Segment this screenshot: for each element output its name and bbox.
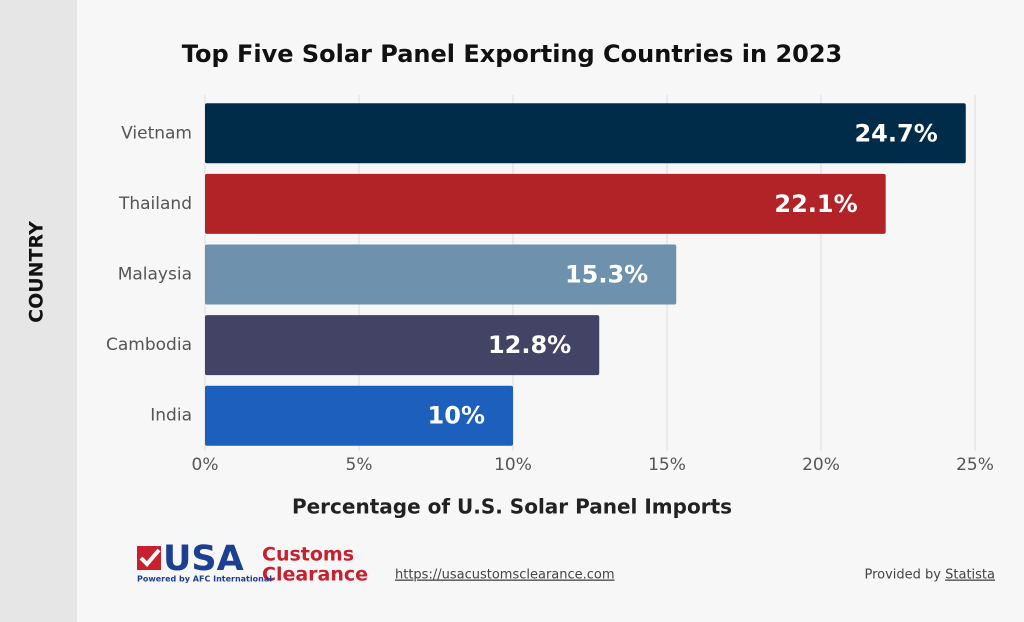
value-label: 24.7% [854,119,937,147]
bar [205,173,886,234]
source-url[interactable]: https://usacustomsclearance.com [395,568,615,583]
y-tick-label: India [150,406,192,426]
logo: USA Customs Clearance Powered by AFC Int… [137,539,368,586]
logo-tagline: Powered by AFC International [137,575,272,584]
x-axis-label: Percentage of U.S. Solar Panel Imports [292,495,732,519]
logo-check [139,548,161,567]
x-tick-label: 20% [802,455,840,475]
value-label: 10% [428,402,485,430]
bar [205,385,513,446]
chart-title: Top Five Solar Panel Exporting Countries… [182,40,842,68]
x-tick-label: 25% [956,455,994,475]
logo-bottom: Clearance [262,564,368,586]
y-axis-label: COUNTRY [26,221,48,323]
y-tick-label: Malaysia [118,265,192,285]
y-tick-label: Cambodia [106,335,192,355]
side-band [0,0,77,622]
value-label: 22.1% [774,190,857,218]
y-tick-label: Vietnam [121,123,192,143]
bar [205,103,966,164]
x-tick-label: 5% [346,455,373,475]
x-tick-label: 10% [494,455,532,475]
x-tick-label: 15% [648,455,686,475]
bar [205,244,677,305]
bar [205,315,600,376]
logo-main: USA [163,539,244,579]
value-label: 15.3% [565,261,648,289]
value-label: 12.8% [488,331,571,359]
logo-top: Customs [262,544,354,566]
source-name[interactable]: Statista [945,568,995,583]
provided-by: Provided by [864,568,941,583]
y-tick-label: Thailand [118,194,192,214]
x-tick-label: 0% [192,455,219,475]
